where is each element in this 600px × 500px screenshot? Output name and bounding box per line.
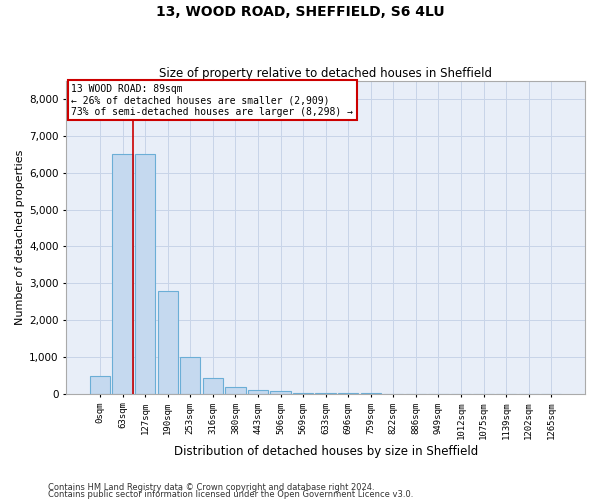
Text: Contains public sector information licensed under the Open Government Licence v3: Contains public sector information licen… <box>48 490 413 499</box>
Text: Contains HM Land Registry data © Crown copyright and database right 2024.: Contains HM Land Registry data © Crown c… <box>48 484 374 492</box>
Title: Size of property relative to detached houses in Sheffield: Size of property relative to detached ho… <box>159 66 492 80</box>
Text: 13, WOOD ROAD, SHEFFIELD, S6 4LU: 13, WOOD ROAD, SHEFFIELD, S6 4LU <box>155 5 445 19</box>
Bar <box>203 378 223 394</box>
Text: 13 WOOD ROAD: 89sqm
← 26% of detached houses are smaller (2,909)
73% of semi-det: 13 WOOD ROAD: 89sqm ← 26% of detached ho… <box>71 84 353 117</box>
Bar <box>225 387 245 394</box>
Y-axis label: Number of detached properties: Number of detached properties <box>15 150 25 325</box>
Bar <box>271 392 290 394</box>
X-axis label: Distribution of detached houses by size in Sheffield: Distribution of detached houses by size … <box>173 444 478 458</box>
Bar <box>180 357 200 394</box>
Bar <box>135 154 155 394</box>
Bar <box>248 390 268 394</box>
Bar <box>158 290 178 394</box>
Bar <box>90 376 110 394</box>
Bar <box>112 154 133 394</box>
